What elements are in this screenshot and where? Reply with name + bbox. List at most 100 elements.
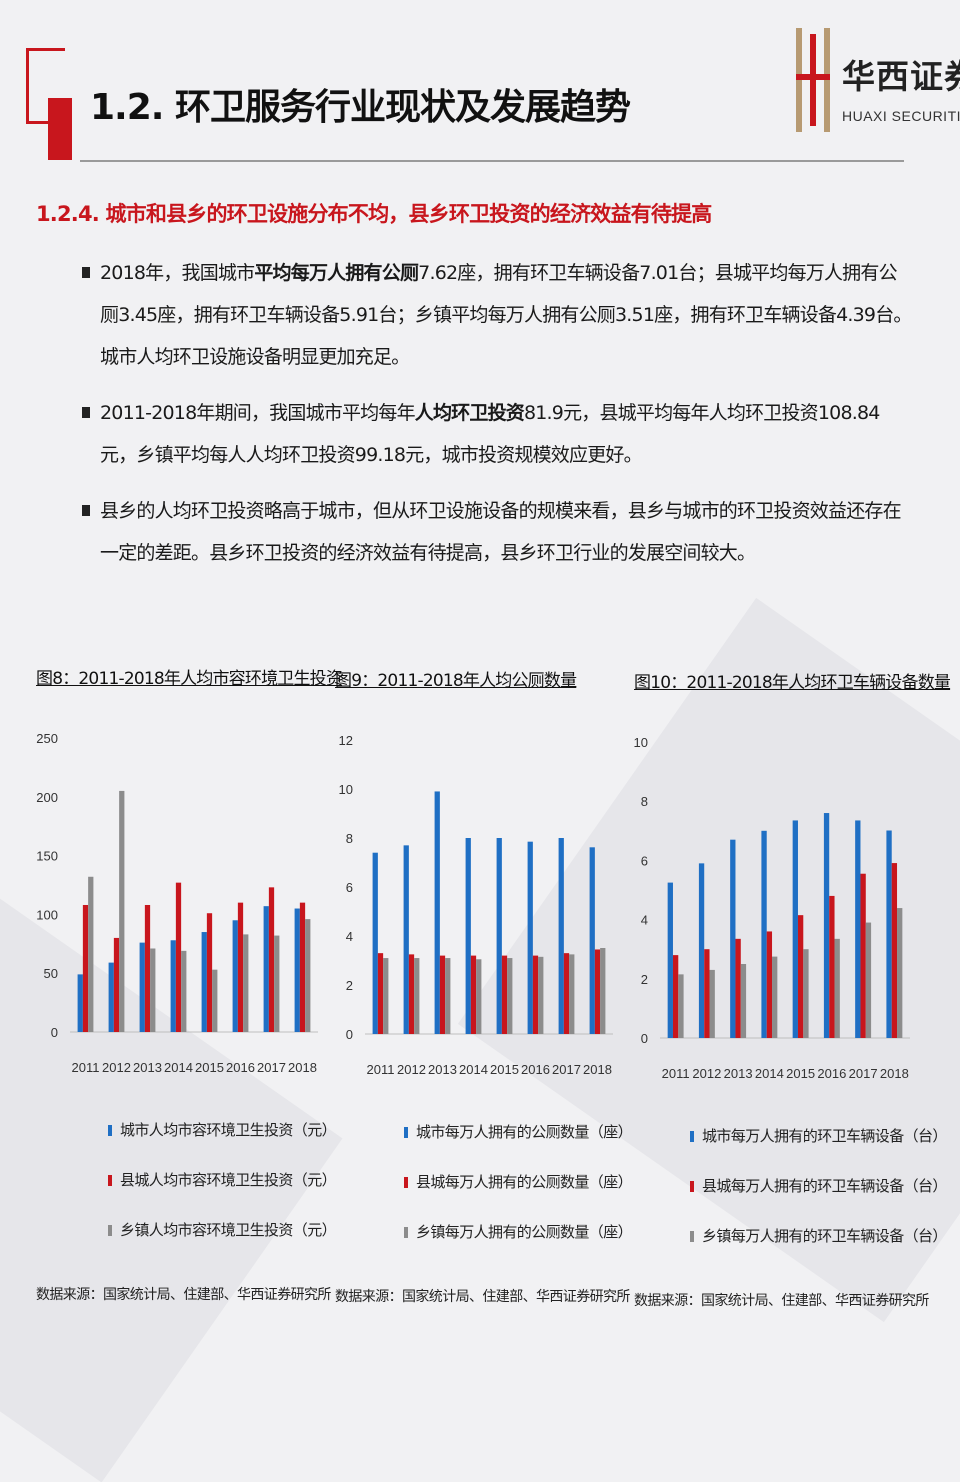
- bar-town: [414, 958, 420, 1034]
- bar-city: [232, 920, 238, 1032]
- legend-swatch: [404, 1127, 408, 1138]
- bar-county: [470, 955, 477, 1034]
- bar-city: [434, 791, 440, 1034]
- legend-swatch: [690, 1231, 694, 1242]
- bar-city: [201, 932, 207, 1032]
- figure-9-legend: 城市每万人拥有的公厕数量（座） 县城每万人拥有的公厕数量（座） 乡镇每万人拥有的…: [404, 1122, 633, 1272]
- figure-10-source: 数据来源：国家统计局、住建部、华西证券研究所: [634, 1293, 929, 1309]
- legend-item-city: 城市每万人拥有的环卫车辆设备（台）: [690, 1126, 947, 1176]
- y-tick-label: 6: [641, 853, 648, 868]
- huaxi-logo-icon: [796, 28, 830, 132]
- bar-town: [569, 954, 575, 1034]
- legend-item-county: 县城每万人拥有的环卫车辆设备（台）: [690, 1176, 947, 1226]
- bar-town: [88, 876, 94, 1032]
- bullet-text: 2018年，我国城市: [100, 262, 255, 284]
- x-tick-label: 2012: [692, 1066, 721, 1081]
- y-tick-label: 100: [36, 907, 58, 922]
- header-frame-decoration: [26, 48, 65, 124]
- bar-city: [855, 820, 861, 1038]
- y-tick-label: 8: [641, 794, 648, 809]
- figure-8-title: 图8：2011-2018年人均市容环境卫生投资: [36, 669, 343, 689]
- bar-city: [77, 974, 83, 1032]
- figure-10-chart: 0 2 4 6 8 10 2011 2012 2013 2014 2015 2016 2017 2018: [624, 728, 924, 1092]
- bullet-square-icon: [82, 407, 90, 418]
- legend-label: 县城每万人拥有的公厕数量（座）: [416, 1173, 633, 1191]
- legend-label: 城市每万人拥有的公厕数量（座）: [416, 1123, 633, 1141]
- bullet-text: 7.62座，拥有环卫车辆设备7.01台；县城平均每万人拥有公厕3.45座，拥有环…: [100, 262, 912, 368]
- bar-city: [792, 820, 798, 1038]
- legend-item-town: 乡镇每万人拥有的公厕数量（座）: [404, 1222, 633, 1272]
- bar-county: [268, 887, 275, 1032]
- y-tick-label: 10: [339, 782, 353, 797]
- x-tick-label: 2016: [521, 1062, 550, 1077]
- bar-county: [860, 873, 866, 1038]
- header-accent-bar: [48, 98, 72, 160]
- bar-town: [740, 964, 747, 1038]
- legend-item-town: 乡镇人均市容环境卫生投资（元）: [108, 1220, 337, 1270]
- x-tick-label: 2014: [164, 1060, 193, 1075]
- bar-city: [886, 830, 892, 1038]
- x-tick-label: 2014: [755, 1066, 784, 1081]
- bar-town: [538, 956, 544, 1034]
- legend-label: 乡镇人均市容环境卫生投资（元）: [120, 1221, 337, 1239]
- x-tick-label: 2013: [133, 1060, 162, 1075]
- y-tick-label: 4: [346, 929, 353, 944]
- bullet-item: 县乡的人均环卫投资略高于城市，但从环卫设施设备的规模来看，县乡与城市的环卫投资效…: [82, 490, 912, 574]
- company-logo: 华西证券 HUAXI SECURITIES: [792, 28, 960, 138]
- x-tick-label: 2015: [490, 1062, 519, 1077]
- figure-9-svg: 0 2 4 6 8 10 12 2011 2012 2013 2014 2015 2016 2017 201…: [339, 733, 613, 1077]
- bar-town: [274, 935, 280, 1032]
- bar-town: [445, 958, 451, 1034]
- bullet-text: 县乡的人均环卫投资略高于城市，但从环卫设施设备的规模来看，县乡与城市的环卫投资效…: [100, 500, 902, 564]
- bar-county: [704, 949, 710, 1038]
- x-tick-label: 2017: [257, 1060, 286, 1075]
- y-tick-label: 0: [346, 1027, 353, 1042]
- bar-town: [865, 922, 872, 1038]
- legend-label: 城市人均市容环境卫生投资（元）: [120, 1121, 337, 1139]
- bar-county: [735, 938, 741, 1038]
- page-title: 1.2. 环卫服务行业现状及发展趋势: [90, 87, 631, 128]
- figure-8-source: 数据来源：国家统计局、住建部、华西证券研究所: [36, 1287, 331, 1303]
- y-tick-label: 150: [36, 849, 58, 864]
- figure-8-legend: 城市人均市容环境卫生投资（元） 县城人均市容环境卫生投资（元） 乡镇人均市容环境…: [108, 1120, 337, 1270]
- bar-city: [372, 852, 378, 1034]
- x-tick-label: 2018: [583, 1062, 612, 1077]
- bar-city: [263, 906, 269, 1032]
- x-tick-label: 2018: [288, 1060, 317, 1075]
- legend-item-town: 乡镇每万人拥有的环卫车辆设备（台）: [690, 1226, 947, 1276]
- x-tick-label: 2014: [459, 1062, 488, 1077]
- x-tick-label: 2011: [662, 1066, 690, 1081]
- y-tick-label: 6: [346, 880, 353, 895]
- bullet-item: 2011-2018年期间，我国城市平均每年人均环卫投资81.9元，县城平均每年人…: [82, 392, 912, 476]
- header-divider: [80, 160, 904, 162]
- bar-city: [667, 882, 673, 1038]
- legend-item-city: 城市人均市容环境卫生投资（元）: [108, 1120, 337, 1170]
- bar-city: [108, 962, 114, 1032]
- bar-city: [139, 942, 145, 1032]
- bar-county: [766, 931, 773, 1038]
- bar-city: [403, 845, 409, 1034]
- legend-swatch: [690, 1181, 694, 1192]
- x-tick-label: 2012: [397, 1062, 426, 1077]
- figure-9-source: 数据来源：国家统计局、住建部、华西证券研究所: [335, 1289, 630, 1305]
- bar-town: [772, 956, 778, 1038]
- x-tick-label: 2012: [102, 1060, 131, 1075]
- bar-city: [527, 841, 533, 1034]
- y-tick-label: 200: [36, 790, 58, 805]
- bar-county: [891, 863, 898, 1038]
- legend-label: 县城人均市容环境卫生投资（元）: [120, 1171, 337, 1189]
- x-tick-label: 2018: [880, 1066, 909, 1081]
- bullet-square-icon: [82, 505, 90, 516]
- legend-item-county: 县城人均市容环境卫生投资（元）: [108, 1170, 337, 1220]
- y-tick-label: 12: [339, 733, 353, 748]
- bullet-text: 81.9元，县城平均每年人均环卫投资108.84元，乡镇平均每人人均环卫投资99…: [100, 402, 880, 466]
- bar-county: [113, 937, 120, 1032]
- bar-town: [212, 969, 218, 1032]
- figure-9-title: 图9：2011-2018年人均公厕数量: [335, 671, 577, 691]
- figure-10-title: 图10：2011-2018年人均环卫车辆设备数量: [634, 673, 951, 693]
- logo-chinese-name: 华西证券: [842, 57, 960, 96]
- legend-swatch: [690, 1131, 694, 1142]
- bar-county: [594, 949, 601, 1034]
- y-tick-label: 2: [641, 972, 648, 987]
